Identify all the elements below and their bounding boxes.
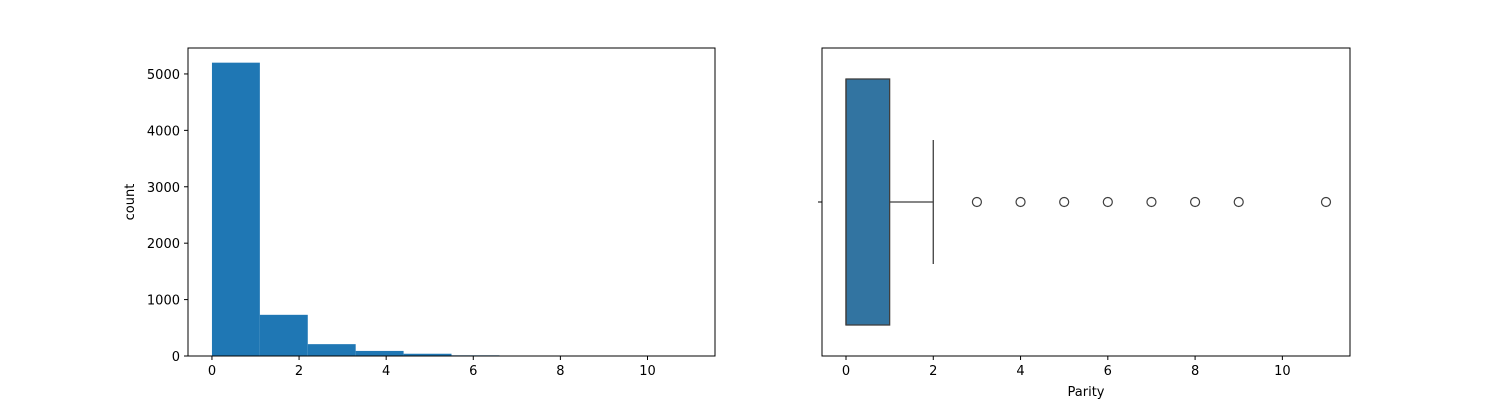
histogram-bar [356,351,404,356]
outlier-point [1191,198,1200,207]
x-tick-label: 6 [1104,364,1112,379]
outlier-point [1016,198,1025,207]
histogram-bar [212,63,260,356]
outlier-point [1147,198,1156,207]
histogram-bar [260,315,308,356]
outlier-point [1322,198,1331,207]
outlier-point [1060,198,1069,207]
y-tick-label: 1000 [147,294,180,309]
x-tick-label: 0 [842,364,850,379]
boxplot-plot: 0 2 4 6 8 10 Parity [818,48,1350,400]
y-tick-label: 5000 [147,68,180,83]
x-tick-label: 10 [639,364,656,379]
histogram-bar [308,344,356,356]
outlier-point [1103,198,1112,207]
x-axis-label: Parity [1068,385,1105,400]
histogram-plot: 0 2 4 6 8 10 0 1000 2000 3000 4000 5000 count [123,48,715,379]
x-tick-label: 4 [382,364,390,379]
x-tick-label: 2 [295,364,303,379]
outlier-point [1234,198,1243,207]
x-tick-label: 8 [556,364,564,379]
box [846,79,890,325]
x-tick-label: 4 [1016,364,1024,379]
x-tick-label: 10 [1274,364,1291,379]
x-tick-label: 2 [929,364,937,379]
x-tick-label: 8 [1191,364,1199,379]
x-tick-label: 0 [208,364,216,379]
outlier-point [972,198,981,207]
plot-frame [188,48,715,356]
y-tick-label: 0 [172,350,180,365]
y-tick-label: 3000 [147,181,180,196]
y-axis-label: count [123,184,138,221]
y-tick-label: 2000 [147,237,180,252]
x-tick-label: 6 [469,364,477,379]
y-tick-label: 4000 [147,124,180,139]
